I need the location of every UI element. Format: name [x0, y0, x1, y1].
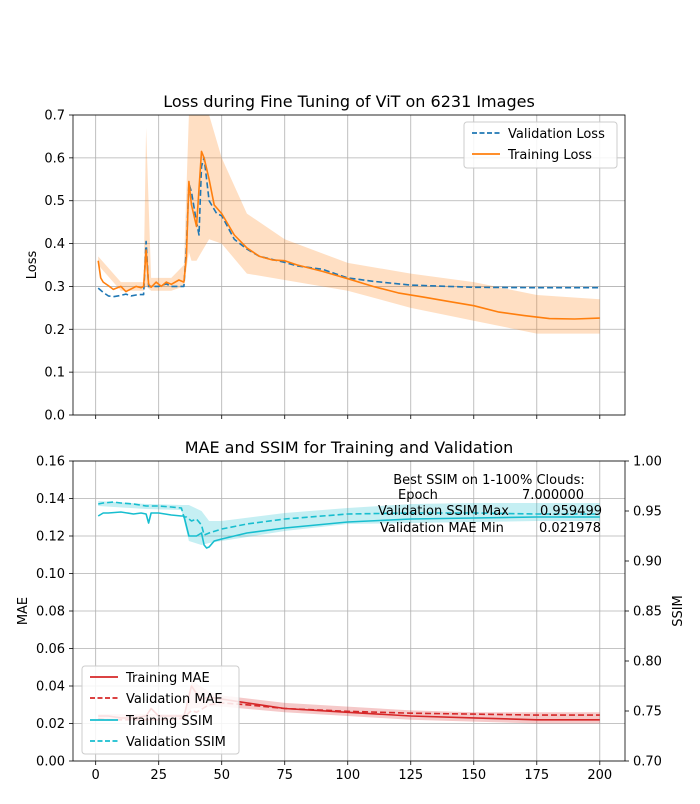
y-tick-label: 0.1	[44, 366, 65, 381]
legend-label-training-ssim: Training SSIM	[125, 714, 213, 729]
y-tick-label: 0.00	[36, 755, 65, 770]
y2-tick-label: 1.00	[633, 455, 662, 470]
x-tick-label: 0	[92, 768, 100, 783]
legend-label-training-mae: Training MAE	[125, 671, 210, 686]
y-tick-label: 0.12	[36, 530, 65, 545]
y2-tick-label: 0.85	[633, 605, 662, 620]
y2-tick-label: 0.95	[633, 505, 662, 520]
legend-label-validation-ssim: Validation SSIM	[126, 735, 226, 750]
y-tick-label: 0.5	[44, 194, 65, 209]
y-tick-label: 0.06	[36, 642, 65, 657]
mae-ylabel: MAE	[16, 597, 31, 625]
y2-tick-label: 0.70	[633, 755, 662, 770]
y-tick-label: 0.2	[44, 323, 65, 338]
best-ssim-annotation: Best SSIM on 1-100% Clouds: Epoch 7.0000…	[378, 473, 602, 536]
x-tick-label: 100	[335, 768, 360, 783]
annotation-epoch-label: Epoch	[398, 488, 438, 503]
mae-ssim-chart: 0 25 50 75 100 125 150 175 200 0.00 0.02 0.04 0.06 0.…	[16, 438, 686, 783]
annotation-ssim-label: Validation SSIM Max	[378, 504, 509, 519]
loss-chart-legend: Validation Loss Training Loss	[464, 122, 617, 168]
y-tick-label: 0.3	[44, 280, 65, 295]
figure: 0.0 0.1 0.2 0.3 0.4 0.5 0.6 0.7 Loss during Fin…	[0, 0, 700, 800]
x-tick-label: 50	[213, 768, 230, 783]
y2-tick-label: 0.90	[633, 555, 662, 570]
y-tick-label: 0.02	[36, 717, 65, 732]
ssim-ylabel: SSIM	[671, 595, 686, 627]
x-tick-label: 25	[150, 768, 167, 783]
x-tick-label: 75	[276, 768, 293, 783]
y2-tick-label: 0.75	[633, 705, 662, 720]
loss-chart-ylabel: Loss	[25, 251, 40, 280]
x-tick-label: 200	[587, 768, 612, 783]
y-tick-label: 0.10	[36, 567, 65, 582]
mae-ssim-legend: Training MAE Validation MAE Training SSI…	[82, 666, 239, 754]
x-tick-label: 150	[461, 768, 486, 783]
y2-tick-label: 0.80	[633, 655, 662, 670]
annotation-mae-value: 0.021978	[539, 521, 601, 536]
annotation-mae-label: Validation MAE Min	[380, 521, 504, 536]
y-tick-label: 0.7	[44, 109, 65, 124]
mae-ssim-chart-title: MAE and SSIM for Training and Validation	[185, 438, 514, 457]
y-tick-label: 0.08	[36, 605, 65, 620]
y-tick-label: 0.4	[44, 237, 65, 252]
annotation-ssim-value: 0.959499	[540, 504, 602, 519]
x-tick-label: 125	[398, 768, 423, 783]
y-tick-label: 0.6	[44, 151, 65, 166]
y-tick-label: 0.0	[44, 409, 65, 424]
annotation-epoch-value: 7.000000	[522, 488, 584, 503]
y-tick-label: 0.16	[36, 455, 65, 470]
loss-legend-label-validation: Validation Loss	[508, 127, 605, 142]
loss-chart: 0.0 0.1 0.2 0.3 0.4 0.5 0.6 0.7 Loss during Fin…	[25, 92, 625, 424]
y-tick-label: 0.04	[36, 680, 65, 695]
loss-chart-title: Loss during Fine Tuning of ViT on 6231 I…	[163, 92, 535, 111]
annotation-title: Best SSIM on 1-100% Clouds:	[393, 473, 584, 488]
loss-legend-label-training: Training Loss	[507, 148, 592, 163]
y-tick-label: 0.14	[36, 492, 65, 507]
legend-label-validation-mae: Validation MAE	[126, 692, 223, 707]
x-tick-label: 175	[524, 768, 549, 783]
